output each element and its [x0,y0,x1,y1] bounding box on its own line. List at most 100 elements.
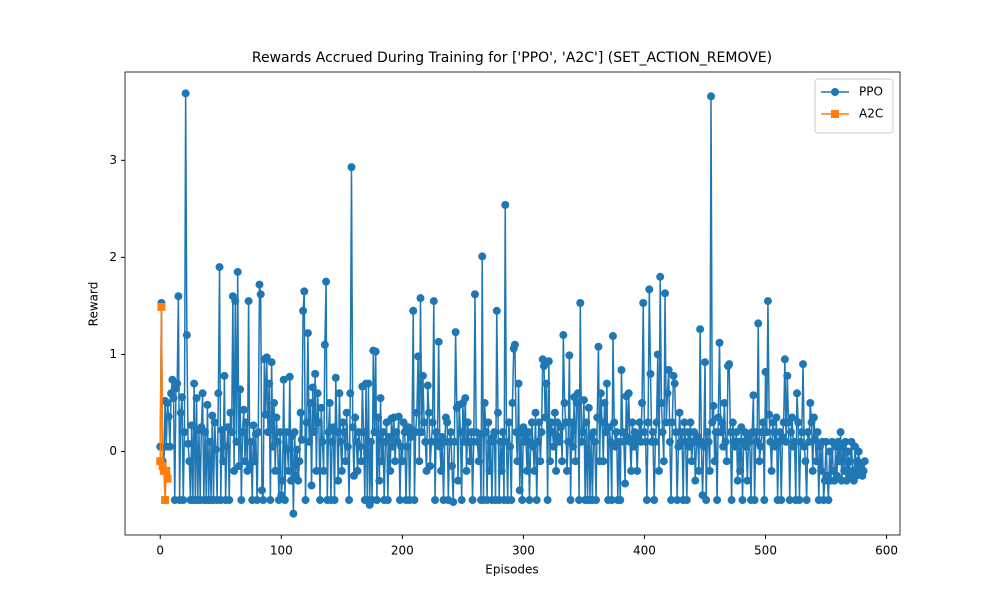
point [691,476,700,485]
point [496,437,505,446]
point [319,466,328,475]
point [662,418,671,427]
point [549,442,558,451]
point [434,337,443,346]
point [727,496,736,505]
point [650,496,659,505]
point [600,398,609,407]
point [318,437,327,446]
point [569,442,578,451]
point [272,413,281,422]
point [271,466,280,475]
point [722,457,731,466]
point [599,457,608,466]
point [670,379,679,388]
point [208,411,217,420]
point [454,476,463,485]
point [227,428,236,437]
point [395,496,404,505]
point [232,437,241,446]
point [686,418,695,427]
y-tick-label: 2 [109,250,117,264]
point [262,353,271,362]
point [550,408,559,417]
legend-marker [831,88,839,96]
point [334,476,343,485]
point [165,442,174,451]
point [642,496,651,505]
point [592,496,601,505]
point [524,428,533,437]
point [794,418,803,427]
point [176,408,185,417]
point [515,486,524,495]
point [822,437,831,446]
y-axis-label: Reward [87,282,101,327]
point [372,496,381,505]
series [156,89,869,518]
point [385,432,394,441]
point [295,457,304,466]
point [313,389,322,398]
point [322,277,331,286]
point [508,398,517,407]
point [575,496,584,505]
point [547,418,556,427]
point [314,418,323,427]
point [716,428,725,437]
point [245,462,254,471]
point [435,442,444,451]
point [225,496,234,505]
point [182,331,191,340]
point [179,496,188,505]
point [378,428,387,437]
point [411,428,420,437]
point [576,299,585,308]
x-axis-label: Episodes [485,563,538,577]
point [708,418,717,427]
point [766,437,775,446]
point [813,428,822,437]
point [364,379,373,388]
point [386,466,395,475]
point [414,352,423,361]
point [305,437,314,446]
point [370,428,379,437]
point [330,496,339,505]
point [709,401,718,410]
point [497,466,506,475]
legend-label: PPO [859,85,883,99]
point [451,328,460,337]
point [721,437,730,446]
point [432,428,441,437]
point [203,400,212,409]
point [607,496,616,505]
point [577,437,586,446]
point [475,430,484,439]
point [627,466,636,475]
point [307,481,316,490]
point [840,466,849,475]
point [519,423,528,432]
point [786,428,795,437]
point [157,302,166,311]
x-tick-label: 500 [754,544,777,558]
point [493,408,502,417]
point [247,437,256,446]
plot-frame [124,71,901,536]
point [210,418,219,427]
point [392,428,401,437]
point [835,457,844,466]
point [699,442,708,451]
point [192,394,201,403]
point [755,457,764,466]
point [163,474,172,483]
point [743,476,752,485]
point [226,408,235,417]
point [590,437,599,446]
point [728,418,737,427]
point [290,428,299,437]
point [618,428,627,437]
point [312,466,321,475]
point [214,389,223,398]
